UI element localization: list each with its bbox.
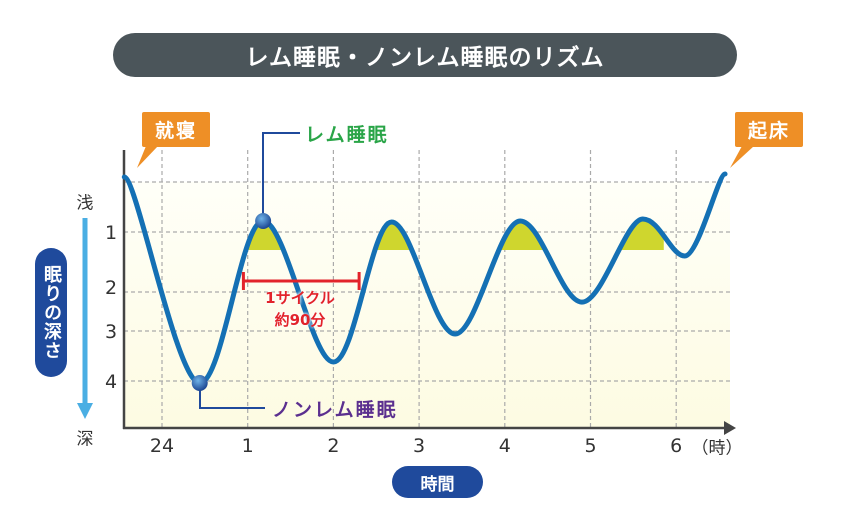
plot-background	[124, 182, 730, 428]
y-tick-label: 4	[104, 371, 118, 393]
y-tick-label: 2	[104, 277, 118, 299]
cycle-label-line1: 1サイクル	[265, 289, 335, 307]
rem-callout-line	[262, 132, 300, 221]
nrem-marker	[191, 375, 208, 391]
x-tick-label: 4	[498, 435, 511, 457]
cycle-bracket	[241, 272, 361, 290]
cycle-label: 1サイクル約90分	[265, 287, 335, 331]
page-title: レム睡眠・ノンレム睡眠のリズム	[113, 33, 737, 77]
y-top-label: 浅	[76, 193, 94, 214]
cycle-label-line2: 約90分	[274, 311, 326, 329]
x-tick-label: 1	[241, 435, 254, 457]
bedtime-bubble-tail	[137, 146, 158, 168]
wake-bubble: 起床	[735, 112, 803, 147]
sleep-depth-curve	[121, 171, 728, 386]
y-tick-label: 3	[104, 321, 118, 343]
x-tick-label: 6	[670, 435, 683, 457]
arrow-down-icon	[77, 403, 93, 419]
y-axis-title: 眠りの深さ	[35, 248, 67, 377]
x-unit-label: （時）	[691, 438, 743, 459]
wake-bubble-tail	[730, 146, 754, 168]
x-axis-arrow-icon	[724, 421, 736, 435]
rem-label: レム睡眠	[305, 124, 389, 146]
rem-fill	[618, 219, 664, 250]
bedtime-bubble: 就寝	[142, 112, 210, 147]
x-tick-label: 2	[327, 435, 340, 457]
x-axis-title: 時間	[392, 466, 483, 498]
x-tick-label: 3	[413, 435, 426, 457]
y-bottom-label: 深	[76, 429, 94, 450]
nrem-label: ノンレム睡眠	[272, 399, 398, 421]
x-tick-label: 24	[149, 435, 175, 457]
y-tick-label: 1	[104, 222, 118, 244]
rem-marker	[255, 213, 272, 229]
x-tick-label: 5	[584, 435, 597, 457]
nrem-callout-line	[199, 383, 265, 409]
